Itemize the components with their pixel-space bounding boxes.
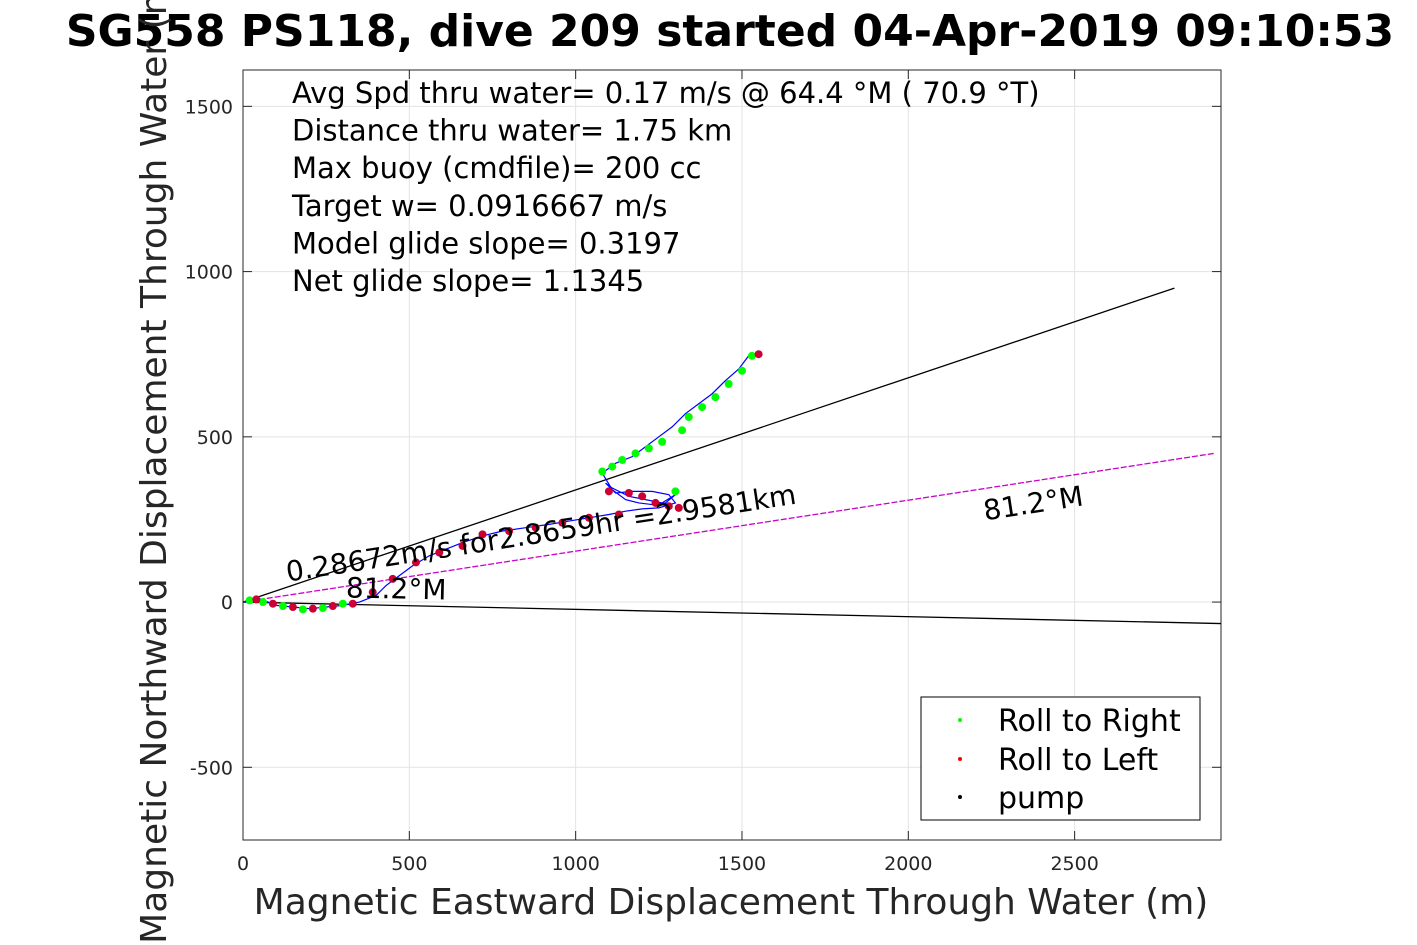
x-tick-label: 2500 — [1050, 853, 1098, 875]
roll-right-point — [698, 403, 707, 412]
roll-left-point — [754, 350, 763, 359]
roll-left-point — [584, 513, 593, 522]
roll-left-point — [328, 602, 337, 611]
roll-left-point — [674, 503, 683, 512]
y-tick-label: 500 — [197, 427, 233, 449]
stat-line: Avg Spd thru water= 0.17 m/s @ 64.4 °M (… — [292, 76, 1040, 110]
reference-lines — [243, 287, 1221, 625]
chart-title: SG558 PS118, dive 209 started 04-Apr-201… — [66, 6, 1394, 57]
stat-line: Model glide slope= 0.3197 — [292, 226, 680, 260]
roll-left-point — [604, 487, 613, 496]
roll-left-point — [288, 603, 297, 612]
roll-left-point — [614, 510, 623, 519]
roll-left-point — [268, 599, 277, 608]
roll-right-point — [245, 596, 254, 605]
roll-left-point — [638, 492, 647, 501]
legend-marker-roll-left — [958, 757, 962, 761]
x-tick-label: 0 — [237, 853, 249, 875]
roll-right-point — [658, 437, 667, 446]
x-axis-label: Magnetic Eastward Displacement Through W… — [254, 882, 1209, 923]
roll-left-point — [531, 523, 540, 532]
roll-points — [245, 350, 763, 614]
roll-right-point — [671, 487, 680, 496]
roll-right-point — [631, 449, 640, 458]
legend-label-roll-right: Roll to Right — [998, 704, 1181, 739]
roll-left-point — [252, 595, 261, 604]
legend-marker-roll-right — [958, 718, 962, 722]
legend-label-pump: pump — [998, 781, 1084, 816]
roll-left-point — [411, 558, 420, 567]
plot-area-frame — [242, 69, 1222, 841]
x-tick-label: 500 — [391, 853, 427, 875]
roll-right-point — [711, 393, 720, 402]
roll-left-point — [478, 530, 487, 539]
legend-box — [920, 696, 1201, 821]
roll-right-point — [318, 604, 327, 613]
roll-right-point — [278, 602, 287, 611]
stat-line: Net glide slope= 1.1345 — [292, 264, 644, 298]
roll-right-point — [598, 467, 607, 476]
roll-left-point — [651, 498, 660, 507]
roll-right-point — [608, 462, 617, 471]
roll-left-point — [624, 489, 633, 498]
x-tick-label: 2000 — [884, 853, 932, 875]
roll-right-point — [684, 412, 693, 421]
axis-ticks: 0 500 1000 1500 2000 2500 -500 0 500 1000 1500 — [185, 70, 1221, 875]
stats-block: Avg Spd thru water= 0.17 m/s @ 64.4 °M (… — [291, 76, 1040, 298]
y-axis-label: Magnetic Northward Displacement Through … — [134, 0, 175, 944]
x-tick-label: 1000 — [551, 853, 599, 875]
y-tick-label: 1000 — [185, 262, 233, 284]
y-tick-label: 1500 — [185, 96, 233, 118]
roll-right-point — [618, 455, 627, 464]
roll-right-point — [737, 366, 746, 375]
roll-left-point — [348, 599, 357, 608]
roll-left-point — [435, 548, 444, 557]
roll-left-point — [558, 518, 567, 527]
stat-line: Distance thru water= 1.75 km — [292, 114, 732, 148]
y-tick-label: -500 — [190, 757, 233, 779]
roll-right-point — [678, 426, 687, 435]
roll-right-point — [298, 605, 307, 614]
reference-line — [243, 287, 1175, 603]
roll-left-point — [458, 541, 467, 550]
stat-line: Target w= 0.0916667 m/s — [291, 189, 667, 223]
roll-left-point — [388, 574, 397, 583]
x-tick-label: 1500 — [718, 853, 766, 875]
reference-line — [243, 452, 1215, 603]
heading-annotation-near: 81.2°M — [346, 571, 447, 606]
roll-right-point — [724, 379, 733, 388]
y-tick-label: 0 — [221, 592, 233, 614]
legend-label-roll-left: Roll to Left — [998, 743, 1158, 778]
roll-left-point — [664, 502, 673, 511]
roll-left-point — [368, 588, 377, 597]
stat-line: Max buoy (cmdfile)= 200 cc — [292, 151, 701, 185]
roll-right-point — [338, 599, 347, 608]
roll-right-point — [644, 444, 653, 453]
legend-marker-pump — [958, 795, 962, 799]
roll-right-point — [747, 351, 756, 360]
reference-line — [243, 601, 1221, 625]
roll-left-point — [308, 604, 317, 613]
roll-right-point — [258, 598, 267, 607]
legend: Roll to Right Roll to Left pump — [920, 696, 1201, 821]
roll-left-point — [505, 527, 514, 536]
